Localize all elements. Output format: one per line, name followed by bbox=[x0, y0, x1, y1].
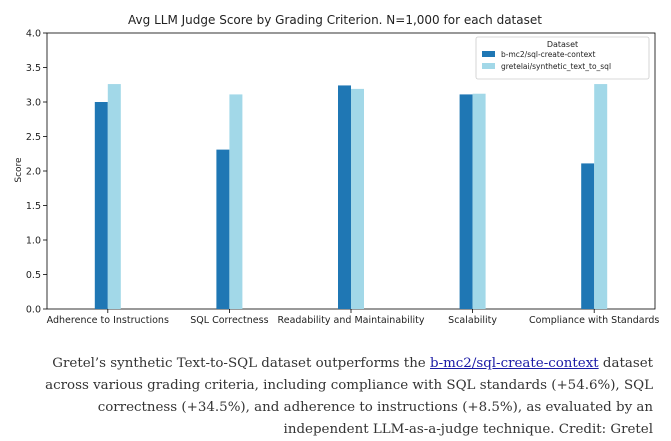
legend-box bbox=[475, 36, 650, 80]
bar-sql-create-context bbox=[459, 94, 473, 309]
y-axis-label: Score bbox=[14, 157, 24, 183]
x-tick-label: SQL Correctness bbox=[190, 315, 268, 326]
bar-synthetic-text-to-sql bbox=[229, 94, 243, 309]
bar-sql-create-context bbox=[581, 163, 595, 309]
y-tick-label: 2.5 bbox=[26, 132, 41, 143]
caption-text-start: Gretel’s synthetic Text-to-SQL dataset o… bbox=[52, 356, 430, 372]
x-tick-label: Readability and Maintainability bbox=[278, 315, 425, 326]
y-tick-label: 0.5 bbox=[26, 270, 41, 281]
y-tick-label: 1.0 bbox=[26, 236, 41, 247]
y-tick-label: 2.0 bbox=[26, 167, 41, 178]
bar-chart: Avg LLM Judge Score by Grading Criterion… bbox=[14, 13, 659, 326]
y-tick-label: 3.5 bbox=[26, 63, 41, 74]
legend-swatch bbox=[482, 63, 495, 69]
x-tick-label: Compliance with Standards bbox=[529, 315, 659, 326]
bar-sql-create-context bbox=[216, 149, 230, 309]
bar-synthetic-text-to-sql bbox=[472, 93, 486, 309]
caption-dataset-link[interactable]: b-mc2/sql-create-context bbox=[430, 356, 599, 372]
bar-synthetic-text-to-sql bbox=[594, 84, 608, 309]
y-tick-label: 0.0 bbox=[26, 305, 41, 316]
chart: Avg LLM Judge Score by Grading Criterion… bbox=[14, 13, 659, 326]
bar-synthetic-text-to-sql bbox=[107, 84, 121, 309]
x-tick-label: Scalability bbox=[448, 315, 497, 326]
legend-entry: b-mc2/sql-create-context bbox=[501, 50, 595, 59]
chart-title: Avg LLM Judge Score by Grading Criterion… bbox=[128, 13, 542, 27]
y-tick-label: 4.0 bbox=[26, 29, 41, 40]
y-tick-label: 1.5 bbox=[26, 201, 41, 212]
y-tick-label: 3.0 bbox=[26, 98, 41, 109]
bar-synthetic-text-to-sql bbox=[351, 88, 364, 309]
legend-entry: gretelai/synthetic_text_to_sql bbox=[501, 62, 611, 71]
bars bbox=[94, 84, 608, 309]
legend-swatch bbox=[482, 51, 495, 57]
legend-title: Dataset bbox=[547, 40, 578, 49]
bar-sql-create-context bbox=[338, 85, 351, 309]
figure-caption: Gretel’s synthetic Text-to-SQL dataset o… bbox=[20, 353, 653, 441]
bar-sql-create-context bbox=[94, 102, 108, 309]
x-tick-label: Adherence to Instructions bbox=[47, 315, 169, 326]
